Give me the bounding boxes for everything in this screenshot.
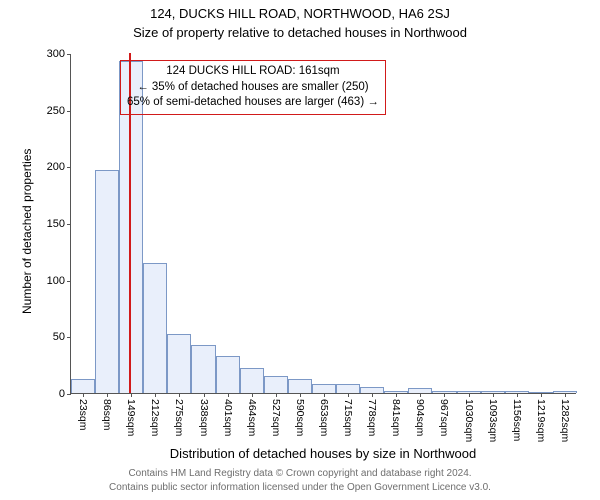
x-tick-label: 778sqm [366, 399, 378, 436]
annotation-box: 124 DUCKS HILL ROAD: 161sqm ← 35% of det… [120, 60, 386, 115]
x-tick-label: 1282sqm [559, 399, 571, 442]
x-tick [131, 393, 132, 397]
x-tick [517, 393, 518, 397]
x-tick [228, 393, 229, 397]
x-tick [541, 393, 542, 397]
x-tick-label: 590sqm [294, 399, 306, 436]
histogram-bar [71, 379, 95, 393]
footer-line-2: Contains public sector information licen… [0, 482, 600, 493]
x-tick [179, 393, 180, 397]
chart-title: 124, DUCKS HILL ROAD, NORTHWOOD, HA6 2SJ [0, 0, 600, 21]
x-tick-label: 527sqm [270, 399, 282, 436]
x-tick-label: 1219sqm [535, 399, 547, 442]
x-tick [324, 393, 325, 397]
histogram-bar [95, 170, 119, 393]
x-tick-label: 1093sqm [487, 399, 499, 442]
y-axis-label: Number of detached properties [20, 149, 34, 314]
x-tick-label: 401sqm [222, 399, 234, 436]
x-tick [276, 393, 277, 397]
histogram-bar [216, 356, 240, 393]
histogram-bar [167, 334, 191, 393]
x-tick [204, 393, 205, 397]
x-tick-label: 841sqm [390, 399, 402, 436]
annotation-line-3: 65% of semi-detached houses are larger (… [127, 95, 379, 111]
histogram-bar [191, 345, 215, 393]
histogram-bar [288, 379, 312, 393]
x-tick [372, 393, 373, 397]
x-tick-label: 275sqm [173, 399, 185, 436]
y-tick-label: 300 [47, 48, 71, 60]
x-tick [469, 393, 470, 397]
histogram-bar [264, 376, 288, 393]
x-tick-label: 23sqm [77, 399, 89, 431]
histogram-bar [312, 384, 336, 393]
x-tick [252, 393, 253, 397]
y-tick-label: 50 [53, 331, 71, 343]
x-tick [396, 393, 397, 397]
x-tick-label: 338sqm [198, 399, 210, 436]
x-tick [348, 393, 349, 397]
y-tick-label: 200 [47, 161, 71, 173]
y-tick-label: 100 [47, 275, 71, 287]
x-tick [155, 393, 156, 397]
x-tick-label: 149sqm [125, 399, 137, 436]
y-tick-label: 250 [47, 105, 71, 117]
x-tick-label: 464sqm [246, 399, 258, 436]
annotation-line-2: ← 35% of detached houses are smaller (25… [127, 80, 379, 96]
x-tick [107, 393, 108, 397]
chart-subtitle: Size of property relative to detached ho… [0, 21, 600, 40]
annotation-line-1: 124 DUCKS HILL ROAD: 161sqm [127, 64, 379, 80]
x-tick-label: 904sqm [414, 399, 426, 436]
x-tick [565, 393, 566, 397]
x-tick-label: 1030sqm [463, 399, 475, 442]
y-tick-label: 150 [47, 218, 71, 230]
x-tick-label: 1156sqm [511, 399, 523, 441]
y-tick-label: 0 [59, 388, 71, 400]
histogram-bar [240, 368, 264, 393]
x-tick-label: 653sqm [318, 399, 330, 436]
x-tick [493, 393, 494, 397]
x-tick [444, 393, 445, 397]
histogram-bar [336, 384, 360, 393]
x-axis-label: Distribution of detached houses by size … [70, 446, 576, 461]
x-tick-label: 212sqm [149, 399, 161, 436]
x-tick [420, 393, 421, 397]
x-tick [83, 393, 84, 397]
x-tick [300, 393, 301, 397]
histogram-bar [143, 263, 167, 393]
x-tick-label: 86sqm [101, 399, 113, 431]
x-tick-label: 967sqm [438, 399, 450, 436]
x-tick-label: 715sqm [342, 399, 354, 436]
footer-line-1: Contains HM Land Registry data © Crown c… [0, 468, 600, 479]
